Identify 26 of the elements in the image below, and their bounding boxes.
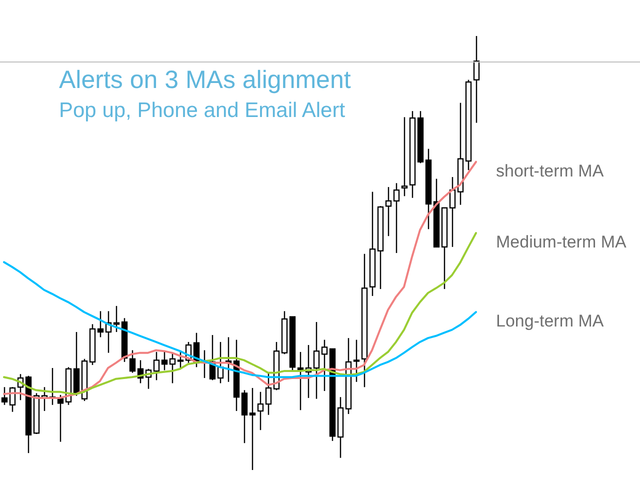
text: Alerts on 3 MAs alignment xyxy=(59,66,351,95)
candlestick xyxy=(313,321,320,400)
candlestick xyxy=(113,305,120,333)
series-label: short-term MA xyxy=(496,161,604,180)
candlestick xyxy=(401,116,408,197)
candlestick xyxy=(473,36,480,124)
text: Pop up, Phone and Email Alert xyxy=(59,98,346,123)
candlestick xyxy=(1,386,8,406)
candlestick xyxy=(249,387,256,470)
candlestick xyxy=(129,350,136,374)
candlestick xyxy=(153,351,160,381)
series-label: Long-term MA xyxy=(496,312,604,331)
candlestick xyxy=(177,351,184,370)
candlestick xyxy=(241,390,248,444)
candlestick xyxy=(57,394,64,442)
candlestick xyxy=(265,372,272,416)
candlestick xyxy=(97,310,104,338)
candlestick xyxy=(449,176,456,248)
candlestick xyxy=(353,339,360,382)
candlestick xyxy=(169,352,176,384)
candlestick xyxy=(161,351,168,371)
candlestick xyxy=(257,391,264,431)
candlestick xyxy=(393,182,400,254)
candlestick xyxy=(321,339,328,392)
candlestick xyxy=(385,186,392,237)
series-label: Medium-term MA xyxy=(496,232,628,252)
